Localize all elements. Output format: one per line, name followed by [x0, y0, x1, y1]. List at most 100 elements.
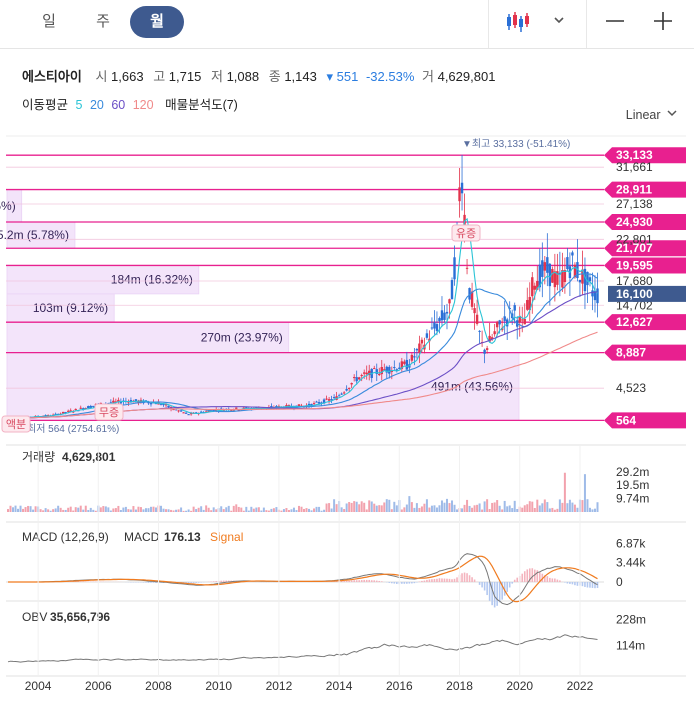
volume-bar [430, 505, 433, 512]
volume-bar [44, 508, 47, 512]
candle [368, 364, 371, 381]
candle-body [538, 264, 542, 288]
candle [586, 271, 589, 304]
candle [443, 305, 446, 323]
volume-bar [543, 499, 546, 512]
macd-histogram-bar [185, 582, 187, 583]
candle-body [470, 291, 474, 307]
volume-bar [155, 507, 158, 512]
macd-histogram-bar [451, 579, 453, 582]
macd-histogram-bar [391, 582, 393, 584]
candle-body [315, 401, 318, 403]
candle-body [199, 411, 203, 413]
volume-bar [87, 510, 90, 512]
price-level-label: 8,887 [616, 346, 646, 360]
moving-average-legend[interactable]: 이동평균 5 20 60 120 매물분석도(7) [22, 94, 238, 113]
volume-bar [370, 501, 373, 512]
macd-histogram-bar [421, 580, 423, 582]
candle-body [573, 264, 577, 278]
volume-bar [591, 509, 594, 512]
candle-body [365, 372, 368, 375]
volume-bar [270, 508, 273, 512]
minus-icon[interactable] [602, 8, 630, 36]
candle-body [475, 314, 479, 324]
low-value: 1,088 [226, 69, 260, 84]
volume-bar [72, 510, 75, 512]
volume-bar [576, 507, 579, 512]
macd-histogram-bar [220, 580, 223, 582]
plus-icon[interactable] [650, 8, 678, 36]
volume-bar [491, 502, 494, 512]
candle-body [350, 383, 353, 385]
macd-histogram-bar [531, 568, 534, 582]
tab-day[interactable]: 일 [42, 13, 56, 30]
candle-body [79, 407, 82, 409]
candle-body [154, 403, 158, 405]
macd-histogram-bar [523, 571, 526, 582]
volume-profile-label: 매물분석도(7) [165, 98, 238, 112]
candle-body [345, 389, 348, 391]
price-level-label: 12,627 [616, 315, 653, 329]
volume-bar [501, 509, 504, 512]
chevron-down-icon[interactable] [548, 8, 576, 36]
macd-histogram-bar [536, 570, 539, 582]
price-level-tag [604, 181, 686, 198]
volume-bar [144, 508, 147, 512]
macd-histogram-bar [521, 573, 524, 582]
macd-histogram-bar [463, 572, 466, 582]
volume-bar [52, 509, 55, 512]
candle-body [129, 400, 133, 403]
price-level-tag [604, 412, 686, 429]
candle-body [337, 395, 341, 397]
x-tick-label: 2004 [25, 679, 52, 693]
candle [89, 404, 92, 409]
candle-body [526, 300, 529, 310]
candle [543, 255, 547, 285]
macd-histogram-bar [433, 579, 436, 582]
volume-bar [443, 502, 446, 512]
close-value: 1,143 [284, 69, 317, 84]
volume-bar [187, 509, 190, 512]
volume-bar [232, 505, 235, 512]
macd-histogram-bar [443, 578, 446, 582]
candle-body [179, 410, 183, 412]
tab-month[interactable]: 월 [130, 6, 184, 38]
volume-bar [558, 499, 561, 512]
volume-bar [418, 507, 421, 512]
volume-bar [192, 506, 195, 512]
candle-body [418, 343, 421, 353]
macd-histogram-bar [355, 580, 358, 582]
macd-histogram-bar [396, 582, 398, 584]
scale-selector[interactable]: Linear [625, 108, 677, 122]
macd-histogram-bar [340, 581, 343, 582]
tab-week[interactable]: 주 [96, 13, 110, 30]
volume-bar [541, 503, 544, 512]
candle [415, 347, 419, 359]
candle [526, 287, 529, 312]
candle-body [172, 409, 175, 411]
scale-label: Linear [625, 108, 661, 122]
volume-bar [210, 510, 213, 512]
x-tick-label: 2008 [145, 679, 172, 693]
candle-body [578, 279, 582, 283]
macd-histogram-bar [516, 577, 519, 582]
macd-histogram-bar [466, 573, 468, 582]
candle-body [245, 407, 248, 409]
volume-bar [553, 509, 556, 512]
candlestick-icon[interactable] [504, 8, 532, 36]
macd-histogram-bar [350, 580, 353, 582]
volume-bar [343, 508, 346, 512]
candle [553, 253, 557, 302]
candle-body [435, 324, 439, 331]
macd-histogram-bar [591, 582, 594, 588]
volume-bar [104, 506, 107, 512]
price-level-label: 564 [616, 413, 636, 427]
candle [458, 167, 461, 218]
candle [393, 360, 396, 371]
volume-bar [365, 509, 368, 512]
price-summary: 에스티아이 시 1,663 고 1,715 저 1,088 종 1,143 ▾ … [22, 66, 497, 85]
volume-bar [383, 502, 386, 512]
volume-bar [488, 509, 491, 512]
volume-bar [353, 501, 356, 512]
